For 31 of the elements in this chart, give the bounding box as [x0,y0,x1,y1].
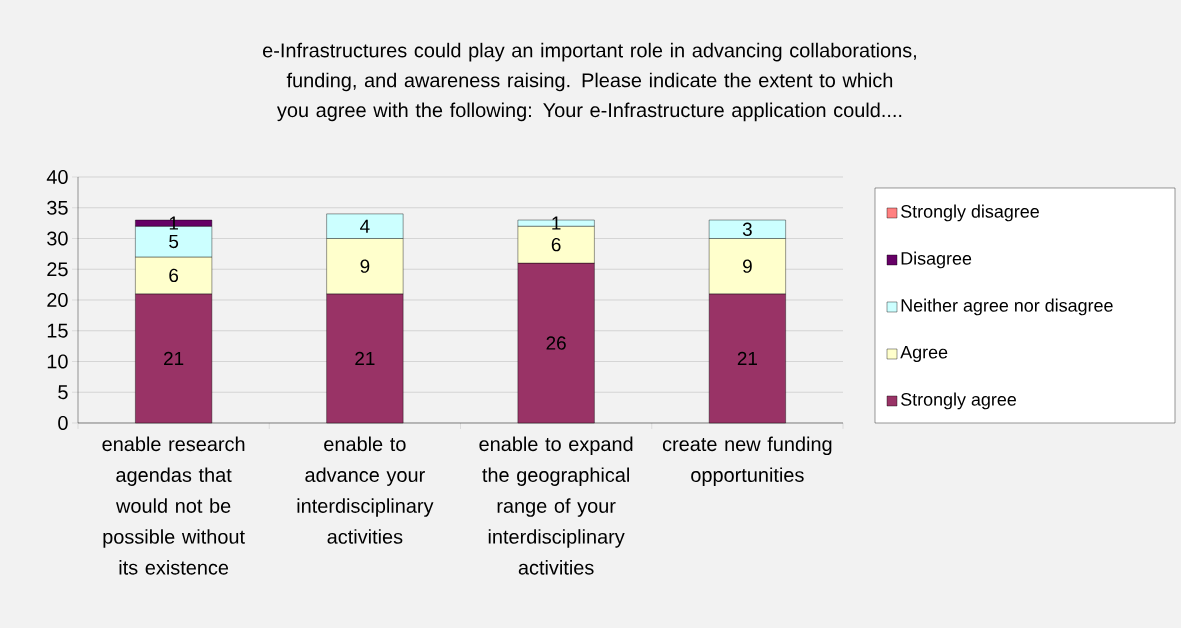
data-label: 6 [169,268,179,283]
legend-label: Neither agree nor disagree [901,298,1113,316]
y-tick-label: 0 [58,415,68,431]
legend-label: Disagree [901,251,972,269]
data-label: 6 [551,237,561,252]
legend-label: Strongly agree [901,392,1016,410]
y-tick-label: 25 [47,262,68,277]
data-label: 21 [355,351,375,366]
chart-title: e-Infrastructures could play an important role in advancing collaborations, funding, and awareness raising. Please indicate the extent to which you agree with the following: Your e-Infrastructure application could.... [263,42,916,122]
y-tick-label: 5 [58,385,68,400]
data-label: 9 [743,259,752,273]
x-tick-label: enable research agendas that would not be possible without its existence [102,436,245,575]
data-label: 9 [360,259,370,273]
y-tick-label: 40 [46,169,68,185]
x-tick-label: enable to advance your interdisciplinary activities [297,436,434,544]
data-label: 1 [552,216,561,230]
legend-label: Strongly disagree [901,204,1039,222]
data-label: 4 [360,219,370,233]
x-tick-label: create new funding opportunities [662,436,832,486]
data-label: 5 [169,234,179,249]
data-label: 21 [164,351,184,366]
y-tick-label: 20 [47,292,68,308]
data-label: 3 [742,222,752,236]
y-tick-label: 15 [47,323,68,338]
y-tick-label: 35 [47,200,68,215]
y-tick-label: 30 [47,231,68,246]
y-tick-label: 10 [47,354,68,369]
data-label: 21 [737,351,757,366]
data-label: 26 [546,336,566,350]
legend-label: Agree [900,345,948,363]
x-tick-label: enable to expand the geographical range of your interdisciplinary activities [479,436,633,575]
